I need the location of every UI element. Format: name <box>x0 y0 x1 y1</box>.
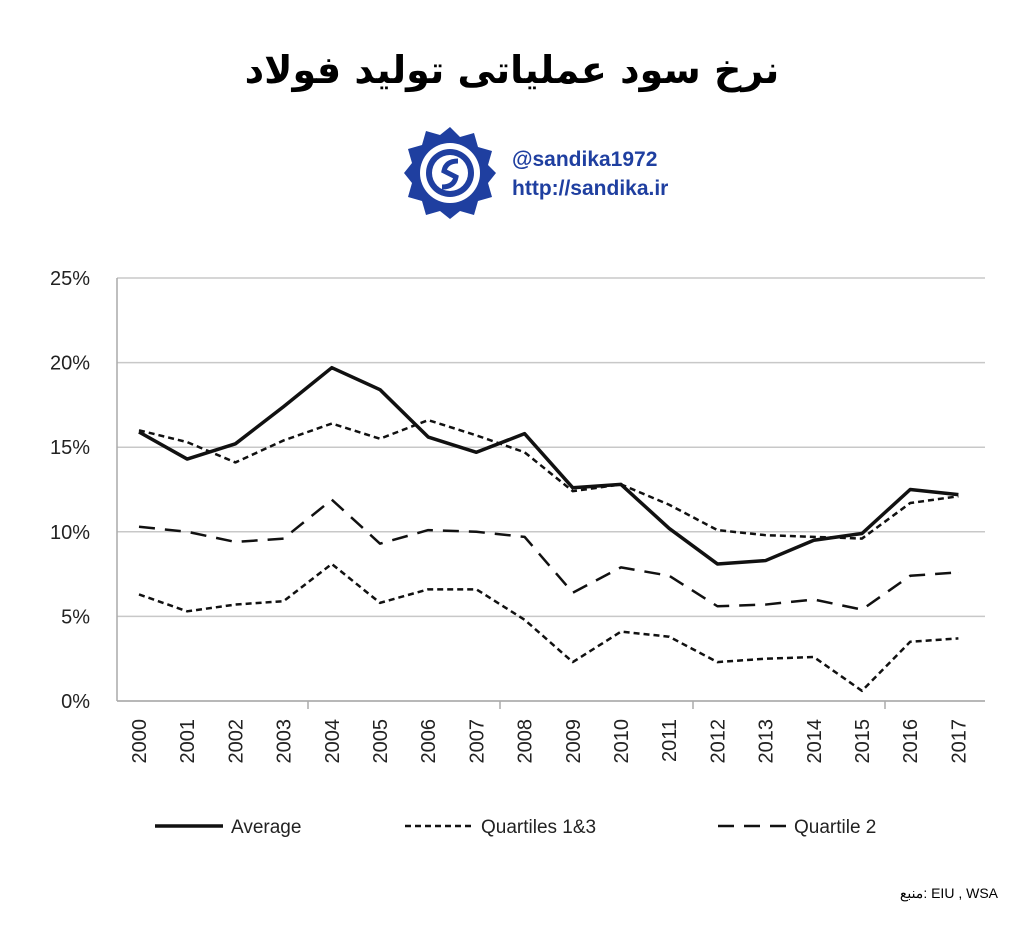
x-tick-label: 2011 <box>659 719 681 762</box>
series-line-quartiles-1-3-lower <box>138 562 959 693</box>
x-tick-label: 2008 <box>515 719 537 764</box>
x-tick-label: 2009 <box>563 719 585 764</box>
x-tick-label: 2012 <box>707 719 729 764</box>
page-title: نرخ سود عملیاتی تولید فولاد <box>244 48 780 92</box>
x-tick-label: 2010 <box>611 719 633 764</box>
y-tick-label: 10% <box>50 522 90 544</box>
x-tick-label: 2002 <box>225 719 247 764</box>
y-tick-label: 20% <box>50 353 90 375</box>
sandika-logo-icon <box>404 127 496 219</box>
y-tick-label: 5% <box>61 606 90 628</box>
x-tick-label: 2017 <box>948 719 970 764</box>
x-tick-label: 2000 <box>129 719 151 764</box>
x-tick-label: 2004 <box>322 719 344 764</box>
x-tick-label: 2006 <box>418 719 440 764</box>
x-tick-label: 2016 <box>900 719 922 764</box>
x-tick-label: 2015 <box>852 719 874 764</box>
y-tick-label: 0% <box>61 691 90 713</box>
y-tick-label: 15% <box>50 437 90 459</box>
x-tick-label: 2005 <box>370 719 392 764</box>
series-line-quartiles-1-3-upper <box>138 418 959 540</box>
series-line-average <box>138 365 959 566</box>
legend-label: Quartile 2 <box>794 817 876 838</box>
y-tick-label: 25% <box>50 268 90 290</box>
legend-label: Average <box>231 817 301 838</box>
social-handle: @sandika1972 <box>512 148 658 171</box>
x-tick-label: 2007 <box>466 719 488 764</box>
website-link[interactable]: http://sandika.ir <box>512 177 669 200</box>
x-tick-label: 2013 <box>756 719 778 764</box>
series-line-quartile-2 <box>138 498 959 611</box>
source-note: منبع: EIU , WSA <box>899 885 998 901</box>
legend-label: Quartiles 1&3 <box>481 817 596 838</box>
x-tick-label: 2003 <box>274 719 296 764</box>
x-tick-label: 2001 <box>177 719 199 764</box>
x-tick-label: 2014 <box>804 719 826 764</box>
